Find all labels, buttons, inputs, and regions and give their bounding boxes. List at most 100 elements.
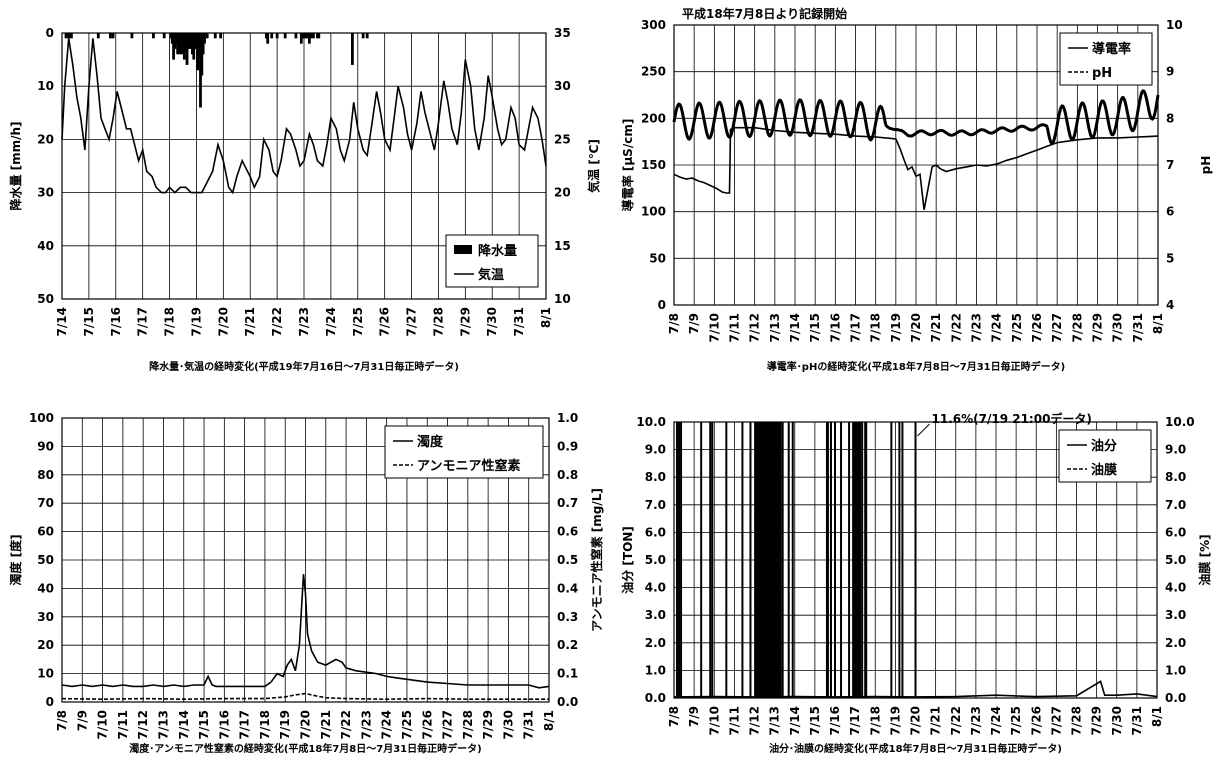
- c1-series-1-bar: [205, 33, 209, 39]
- c3-y-right-tick: 0.4: [557, 581, 578, 595]
- c1-series-1-bar: [365, 33, 369, 39]
- c2-y-left-tick: 50: [649, 251, 666, 265]
- c3-y-left-tick: 100: [29, 411, 54, 425]
- c3-series-2-line: [61, 692, 549, 701]
- c3-x-tick: 7/29: [481, 710, 495, 739]
- c1-x-tick: 7/25: [351, 307, 365, 336]
- c2-x-tick: 7/10: [707, 313, 721, 342]
- c1-series-1-bar: [96, 33, 100, 39]
- c2-title: 平成18年7月8日より記録開始: [682, 6, 847, 21]
- c2-x-tick: 7/22: [949, 313, 963, 342]
- c1-legend-label: 気温: [478, 267, 504, 283]
- c2-x-tick: 7/13: [768, 313, 782, 342]
- c1-series-1-bar: [111, 33, 115, 39]
- c3-plot-frame: [61, 417, 550, 703]
- c3-y-left-tick: 10: [37, 667, 54, 681]
- c3-y-right-tick: 0.2: [557, 638, 578, 652]
- c4-y-left-tick: 3.0: [645, 608, 666, 622]
- c2-caption: 導電率･pHの経時変化(平成18年7月8日～7月31日毎正時データ): [767, 360, 1065, 373]
- chart-turbidity-ammonia: 100 90 80 70 60 50 40 30 20 10 0 1.0 0.9 0.8 0.7 0.6 0.5…: [0, 382, 612, 764]
- c1-series-1-bar: [70, 33, 73, 39]
- c3-x-tick: 7/13: [156, 710, 170, 739]
- c4-x-tick: 7/15: [808, 706, 822, 735]
- c2-y-left-tick: 0: [658, 298, 666, 312]
- c2-legend-box: [1059, 32, 1153, 86]
- c1-x-tick: 7/18: [163, 307, 177, 336]
- c4-x-tick: 7/12: [748, 706, 762, 735]
- c3-x-tick: 7/16: [217, 710, 231, 739]
- c2-x-tick: 7/24: [990, 313, 1004, 342]
- c4-x-tick: 7/23: [969, 706, 983, 735]
- c1-series-1-bar: [130, 33, 134, 39]
- c4-y-left-tick: 2.0: [645, 636, 666, 650]
- c1-series-1-bar: [266, 33, 270, 44]
- c1-x-tick: 7/15: [82, 307, 96, 336]
- c3-y-left-tick: 90: [37, 439, 54, 453]
- c3-x-tick: 7/18: [258, 710, 272, 739]
- c1-x-tick: 7/26: [378, 307, 392, 336]
- c2-y-left-tick: 250: [641, 65, 666, 79]
- c4-x-tick: 8/1: [1150, 706, 1164, 727]
- c4-x-tick: 7/16: [828, 706, 842, 735]
- c2-x-tick: 7/15: [808, 313, 822, 342]
- c1-x-tick: 7/17: [136, 307, 150, 336]
- c3-x-tick: 7/30: [501, 710, 515, 739]
- c4-legend-label: 油膜: [1091, 462, 1117, 478]
- c2-y-right-tick: 4: [1166, 298, 1174, 312]
- c1-x-tick: 7/14: [55, 307, 69, 336]
- c3-y-right-tick: 0.8: [557, 468, 578, 482]
- c2-y-left-tick: 300: [641, 18, 666, 32]
- c1-legend-swatch: [454, 245, 472, 254]
- c2-x-tick: 7/25: [1010, 313, 1024, 342]
- c3-y-right-tick: 0.5: [557, 553, 578, 567]
- c1-y-left-label: 降水量 [mm/h]: [8, 121, 23, 210]
- c1-x-tick: 7/19: [189, 307, 203, 336]
- c3-x-tick: 7/17: [238, 710, 252, 739]
- c4-x-tick: 7/21: [929, 706, 943, 735]
- c2-y-right-tick: 6: [1166, 205, 1174, 219]
- c3-x-tick: 7/28: [461, 710, 475, 739]
- c1-y-left-tick: 20: [37, 132, 54, 146]
- c2-y-left-label: 導電率 [μS/cm]: [620, 119, 635, 212]
- c3-y-right-tick: 0.3: [557, 610, 578, 624]
- c1-series-1-bar: [283, 33, 287, 39]
- chart-1-svg: 0 10 20 30 40 50 35 30 25 20 15 10 7/14 7/15 7/16 7/17 7…: [8, 26, 601, 373]
- chart-4-svg: 10.0 9.0 8.0 7.0 6.0 5.0 4.0 3.0 2.0 1.0 0.0 10.0 9.…: [620, 411, 1212, 755]
- c1-series-1-bar: [64, 33, 68, 39]
- c4-caption: 油分･油膜の経時変化(平成18年7月8日～7月31日毎正時データ): [769, 742, 1062, 755]
- c2-y-right-tick: 7: [1166, 158, 1174, 172]
- c4-x-tick: 7/8: [667, 706, 681, 727]
- c1-series-1-bar: [185, 33, 189, 65]
- c4-y-left-tick: 1.0: [645, 663, 666, 677]
- c4-x-tick: 7/14: [788, 706, 802, 735]
- c4-y-right-tick: 4.0: [1165, 581, 1186, 595]
- c1-series-1-bar: [109, 33, 112, 39]
- c1-series-1-bar: [294, 33, 298, 39]
- c1-x-tick: 7/21: [243, 307, 257, 336]
- c1-y-left-tick: 0: [46, 26, 54, 40]
- c4-y-right-tick: 5.0: [1165, 553, 1186, 567]
- c1-x-tick: 7/30: [485, 307, 499, 336]
- c4-x-tick: 7/29: [1090, 706, 1104, 735]
- c3-x-tick: 7/24: [380, 710, 394, 739]
- chart-oil-oilfilm: 10.0 9.0 8.0 7.0 6.0 5.0 4.0 3.0 2.0 1.0 0.0 10.0 9.…: [612, 382, 1223, 764]
- c4-y-left-tick: 6.0: [645, 525, 666, 539]
- c4-y-left-tick: 7.0: [645, 498, 666, 512]
- c3-legend-label: アンモニア性窒素: [417, 458, 520, 474]
- c2-y-right-tick: 5: [1166, 251, 1174, 265]
- c1-series-1-bar: [351, 33, 354, 65]
- c3-x-tick: 7/14: [177, 710, 191, 739]
- c1-x-tick: 7/29: [458, 307, 472, 336]
- c1-x-tick: 8/1: [539, 307, 553, 328]
- c3-y-left-tick: 30: [37, 610, 54, 624]
- c3-x-tick: 8/1: [542, 710, 556, 731]
- c1-x-tick: 7/24: [324, 307, 338, 336]
- c3-y-right-tick: 0.9: [557, 439, 578, 453]
- c4-y-left-label: 油分 [TON]: [620, 526, 635, 594]
- c1-x-tick: 7/20: [216, 307, 230, 336]
- c3-x-tick: 7/8: [55, 710, 69, 731]
- chart-precipitation-temperature: 0 10 20 30 40 50 35 30 25 20 15 10 7/14 7/15 7/16 7/17 7…: [0, 0, 612, 382]
- c3-y-left-tick: 80: [37, 468, 54, 482]
- c2-x-tick: 7/8: [667, 313, 681, 334]
- c1-series-1-bar: [203, 33, 206, 44]
